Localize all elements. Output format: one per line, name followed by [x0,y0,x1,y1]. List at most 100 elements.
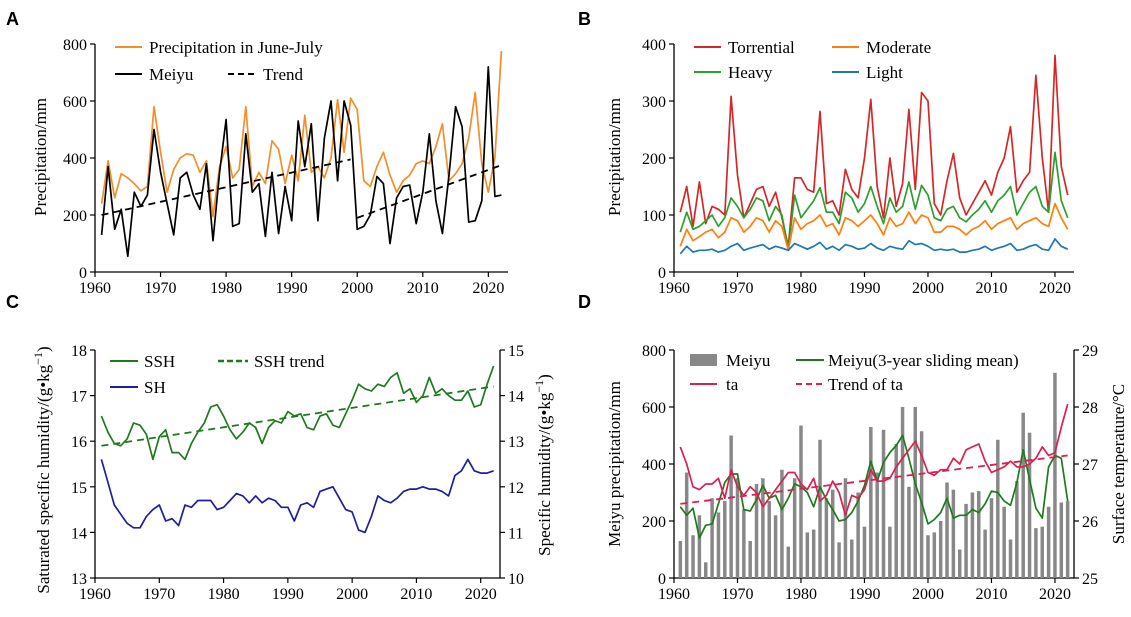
panel-c-ytick-label: 17 [71,389,87,406]
panel-b-xtick-label: 1970 [721,280,753,297]
panel-c-xtick-label: 1980 [208,586,240,603]
panel-a-ytick-label: 0 [79,265,87,282]
panel-d-bar [754,483,759,578]
panel-d-bar [799,425,803,578]
panel-d-bar [805,532,810,578]
panel-b-chart: 1960 1970 1980 1990 2000 2010 2020 0 100 200 300 40… [642,37,1074,297]
panel-d-bar [945,482,949,578]
legend-label-sh: SH [144,378,166,397]
panel-d-bar [913,407,918,578]
panel-d-ytick-right-label: 27 [1082,457,1098,474]
legend-label-ta: ta [726,375,739,394]
panel-d-bar [767,501,771,578]
panel-label-c: C [6,292,19,312]
panel-c-ytick-right-label: 10 [508,571,524,588]
panel-d-bar [926,535,930,578]
panel-a-ytick-label: 400 [63,151,87,168]
panel-a-ylabel: Precipitation/mm [31,98,50,216]
panel-d-bar [951,489,956,578]
panel-c-xtick-label: 2020 [465,586,497,603]
panel-d-chart: 1960 1970 1980 1990 2000 2010 2020 0 200 400 600 80… [642,343,1098,603]
panel-a-xtick-label: 1990 [276,280,308,297]
panel-d-bar [970,492,975,578]
panel-c-chart: 1960 1970 1980 1990 2000 2010 2020 13 14 15 16 17 18… [71,343,524,603]
panel-c-ylabel-right-sup: −1 [532,380,546,393]
panel-d-ytick-right-label: 28 [1082,400,1098,417]
panel-c-xtick-label: 1960 [79,586,111,603]
panel-d-bar [856,492,860,578]
panel-c-ytick-label: 18 [71,343,87,360]
panel-c-ytick-label: 16 [71,434,87,451]
panel-d-bar [881,429,886,578]
panel-d-bar [875,472,879,578]
panel-c-series-ssh-trend [101,385,494,447]
panel-d-bar [869,426,873,578]
panel-d-bar [748,540,752,578]
panel-a-chart: 1960 1970 1980 1990 2000 2010 2020 0 200 400 600 80… [63,37,508,297]
panel-a-ytick-label: 600 [63,94,87,111]
panel-d-bar [862,526,867,578]
panel-d-bar [716,512,721,578]
panel-b-xtick-label: 1960 [658,280,690,297]
panel-d-bar [837,542,841,578]
panel-d-bar [977,491,981,578]
panel-d-bar [843,478,848,578]
panel-d-bar [996,439,1000,578]
panel-a-series-meiyu [100,65,502,258]
panel-d-xtick-label: 1990 [848,586,880,603]
panel-c-ytick-right-label: 11 [508,525,523,542]
panel-b-series-heavy [679,151,1069,251]
panel-c-ytick-right-label: 15 [508,343,524,360]
panel-d-bar [907,486,911,578]
panel-c-xtick-label: 2010 [400,586,432,603]
panel-c-legend: SSH SSH trend SH [110,352,325,397]
panel-c-ytick-label: 13 [71,571,87,588]
panel-d-bar [1021,412,1025,578]
panel-c-ytick-label: 14 [71,525,87,542]
panel-c-series-sh [100,458,494,534]
panel-d-bar [1040,526,1044,578]
legend-label-torrential: Torrential [728,38,795,57]
panel-d-series-meiyu-3-year-sliding-mean [679,434,1069,539]
panel-d-ylabel-right: Surface temperature/°C [1109,384,1128,544]
panel-a-xtick-label: 2020 [472,280,504,297]
panel-d-bar [811,529,816,578]
panel-d-ytick-label: 400 [642,457,666,474]
panel-c-ytick-right-label: 13 [508,434,524,451]
panel-d-bar [678,540,683,578]
panel-d-xtick-label: 1980 [785,586,817,603]
panel-d-bar [824,498,829,578]
panel-a-ytick-label: 200 [63,208,87,225]
panel-d-bar [932,532,937,578]
panel-c-xtick-label: 2000 [336,586,368,603]
panel-d-bar [818,439,822,578]
legend-label-trend: Trend [263,65,303,84]
panel-d-legend: Meiyu Meiyu(3-year sliding mean) ta Tren… [690,351,1019,394]
panel-b-ylabel: Precipitation/mm [605,98,624,216]
legend-label-heavy: Heavy [728,63,773,82]
panel-b-ytick-label: 400 [642,37,666,54]
panel-d-ylabel-left: Meiyu precipitation/mm [605,381,624,547]
panel-b-legend: Torrential Moderate Heavy Light [694,38,931,82]
panel-d-bar [786,546,791,578]
panel-d-ytick-label: 600 [642,400,666,417]
panel-d-bar [1059,502,1064,578]
panel-label-a: A [6,9,19,29]
panel-b-xtick-label: 2000 [912,280,944,297]
legend-label-moderate: Moderate [866,38,931,57]
panel-d-bar [1065,501,1070,578]
panel-b-series-light [679,238,1069,255]
panel-a-legend: Precipitation in June-July Meiyu Trend [115,38,323,84]
legend-label-light: Light [866,63,903,82]
panel-d-bar [964,503,968,578]
panel-d-bar [1027,432,1032,578]
panel-d-bar [900,407,905,578]
panel-d-bar [830,489,835,578]
panel-d-bar [1002,506,1006,578]
legend-label-meiyu: Meiyu [149,65,194,84]
panel-c-ylabel-left-text: Saturated specific humidity/(g•kg [34,364,53,593]
panel-a-xtick-label: 1960 [79,280,111,297]
panel-b-xtick-label: 1980 [785,280,817,297]
panel-d-xtick-label: 1960 [658,586,690,603]
